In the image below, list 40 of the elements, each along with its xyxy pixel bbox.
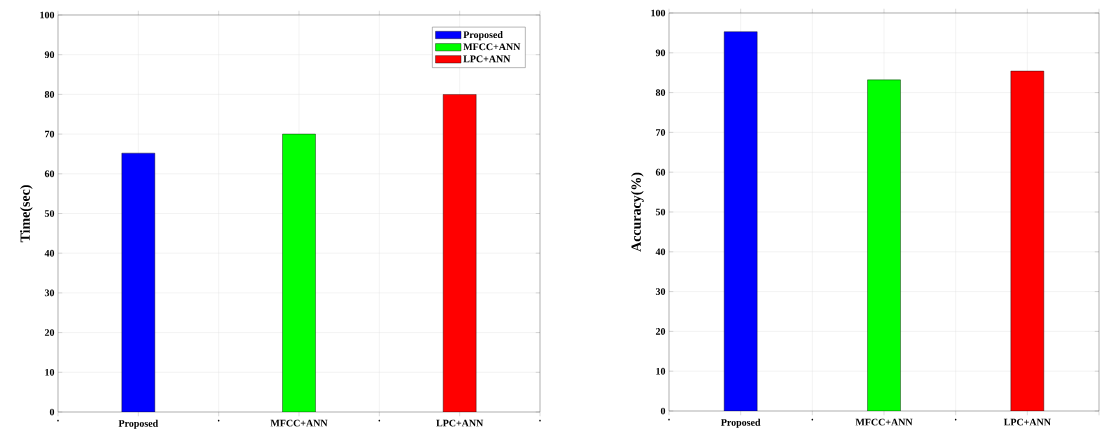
y-tick-label: 60 bbox=[655, 168, 666, 176]
y-tick-label: 10 bbox=[656, 367, 666, 375]
y-tick-label: 90 bbox=[655, 49, 666, 57]
x-tick-label: Proposed bbox=[721, 418, 761, 428]
x-tick-label: . bbox=[954, 418, 957, 421]
x-tick-label: MFCC+ANN bbox=[855, 418, 913, 426]
x-tick-label: . bbox=[811, 418, 814, 421]
x-tick-label: LPC+ANN bbox=[436, 419, 484, 427]
y-axis-title: Time(sec) bbox=[20, 185, 33, 243]
y-tick-label: 100 bbox=[651, 9, 666, 17]
x-tick-label: Proposed bbox=[118, 419, 159, 429]
x-tick-label: . bbox=[539, 419, 541, 422]
y-tick-label: 0 bbox=[660, 407, 666, 415]
y-axis-title: Accuracy(%) bbox=[631, 172, 644, 252]
x-tick-label: . bbox=[668, 418, 670, 421]
y-tick-label: 30 bbox=[44, 289, 55, 297]
y-tick-label: 40 bbox=[655, 248, 666, 256]
x-tick-label: . bbox=[378, 419, 381, 422]
y-tick-label: 20 bbox=[44, 329, 55, 336]
legend-label: Proposed bbox=[463, 31, 503, 41]
legend-label: MFCC+ANN bbox=[463, 43, 521, 51]
y-tick-label: 60 bbox=[44, 170, 55, 178]
x-tick-label: . bbox=[57, 419, 59, 422]
y-tick-label: 100 bbox=[40, 11, 55, 19]
y-tick-label: 20 bbox=[655, 328, 666, 335]
y-tick-label: 30 bbox=[655, 288, 666, 295]
y-tick-label: 10 bbox=[45, 368, 55, 376]
y-tick-label: 40 bbox=[44, 249, 55, 257]
x-tick-label: MFCC+ANN bbox=[270, 419, 328, 427]
x-tick-label: . bbox=[217, 419, 220, 422]
legend-label: LPC+ANN bbox=[463, 55, 511, 63]
y-tick-label: 70 bbox=[45, 130, 55, 138]
y-tick-label: 50 bbox=[655, 208, 666, 216]
y-tick-label: 70 bbox=[656, 129, 666, 136]
y-tick-label: 80 bbox=[655, 89, 666, 96]
x-tick-label: LPC+ANN bbox=[1003, 418, 1051, 426]
y-tick-label: 50 bbox=[44, 210, 55, 217]
y-tick-label: 0 bbox=[49, 408, 55, 416]
y-tick-label: 80 bbox=[44, 91, 55, 98]
y-tick-label: 90 bbox=[44, 51, 55, 59]
